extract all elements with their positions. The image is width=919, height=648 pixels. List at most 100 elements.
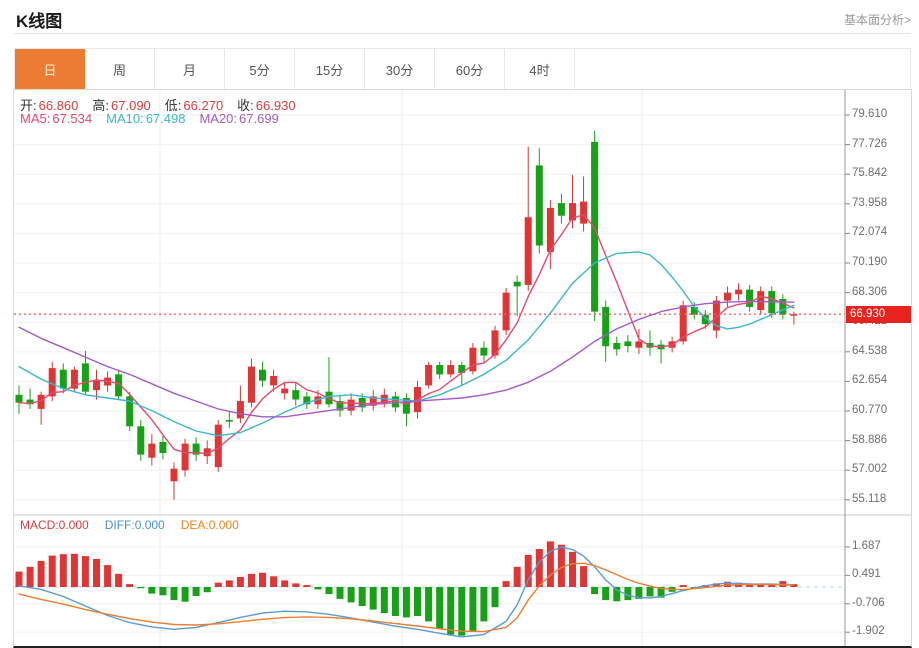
- candlestick: [236, 401, 244, 419]
- candlestick: [502, 292, 510, 331]
- legend-item: MACD:0.000: [20, 518, 89, 532]
- macd-bar: [602, 587, 610, 601]
- candlestick: [724, 292, 731, 301]
- candlestick: [303, 396, 311, 405]
- candlestick: [491, 330, 499, 356]
- macd-bar: [679, 585, 687, 587]
- macd-bar: [557, 544, 565, 587]
- interval-tabbar: 日周月 5分 15分 30分 60分 4时: [14, 48, 911, 90]
- macd-bar: [425, 587, 433, 622]
- y-axis-label: 55.118: [852, 492, 887, 505]
- candlestick: [336, 401, 344, 411]
- candlestick: [81, 363, 89, 392]
- macd-bar: [624, 587, 632, 601]
- candlestick: [624, 341, 632, 347]
- macd-bar: [126, 584, 134, 587]
- macd-bar: [159, 587, 167, 596]
- macd-bar: [458, 587, 466, 636]
- candlestick: [746, 289, 754, 307]
- macd-bar: [712, 583, 720, 587]
- dea-line: [18, 562, 795, 633]
- macd-bar: [26, 566, 34, 587]
- y-axis-label: 68.306: [852, 285, 888, 298]
- candlestick: [192, 443, 200, 455]
- candlestick: [159, 442, 167, 453]
- macd-bar: [115, 573, 123, 587]
- interval-tab[interactable]: 15分: [295, 49, 365, 90]
- candlestick: [591, 141, 599, 312]
- diff-line: [18, 546, 795, 638]
- fundamental-analysis-link[interactable]: 基本面分析>: [843, 13, 911, 27]
- candlestick: [458, 365, 466, 373]
- interval-tab[interactable]: 30分: [365, 49, 435, 90]
- candlestick: [790, 314, 798, 316]
- interval-tab[interactable]: 5分: [225, 49, 295, 90]
- candlestick: [70, 369, 78, 389]
- legend-item: 低: 66.270: [164, 98, 224, 113]
- macd-bar: [380, 587, 388, 614]
- macd-bar: [447, 587, 455, 635]
- candlestick: [203, 448, 211, 457]
- candlestick: [535, 165, 543, 246]
- macd-bar: [580, 566, 588, 587]
- macd-bar: [170, 587, 178, 601]
- interval-tab[interactable]: 4时: [505, 49, 575, 90]
- macd-bar: [15, 571, 23, 587]
- macd-bar: [635, 587, 643, 599]
- chart-canvas[interactable]: [14, 90, 911, 646]
- candlestick: [369, 396, 377, 406]
- candlestick: [391, 396, 399, 408]
- macd-bar: [613, 587, 621, 602]
- macd-bar: [81, 556, 89, 587]
- macd-bar: [768, 584, 776, 587]
- candlestick: [26, 399, 34, 405]
- macd-bar: [281, 580, 289, 587]
- candlestick: [712, 300, 720, 331]
- legend-item: 开: 66.860: [20, 98, 79, 113]
- y-axis-label: -1.902: [852, 625, 885, 638]
- candlestick: [37, 394, 45, 409]
- candlestick: [181, 443, 189, 471]
- candlestick: [602, 306, 610, 347]
- y-axis-label: 72.074: [852, 226, 888, 239]
- interval-tab[interactable]: 日: [15, 49, 85, 90]
- legend-item: 高: 67.090: [92, 98, 151, 113]
- candlestick: [546, 207, 554, 252]
- macd-bar: [436, 587, 444, 629]
- candlestick: [613, 343, 621, 350]
- macd-bar: [591, 587, 599, 595]
- macd-bar: [502, 581, 510, 587]
- macd-bar: [746, 583, 754, 587]
- macd-bar: [37, 560, 45, 587]
- macd-bar: [225, 580, 233, 587]
- ma10-line: [18, 251, 795, 437]
- candlestick: [270, 376, 278, 386]
- macd-bar: [336, 587, 344, 599]
- candlestick: [93, 380, 100, 391]
- y-axis-label: -0.706: [852, 596, 885, 609]
- interval-tab[interactable]: 周: [85, 49, 155, 90]
- candlestick: [679, 305, 687, 342]
- y-axis-label: 1.687: [852, 539, 881, 552]
- macd-bar: [236, 577, 244, 587]
- ma20-line: [18, 300, 795, 418]
- macd-bar: [303, 585, 311, 587]
- candlestick: [137, 426, 145, 455]
- macd-bar: [192, 587, 200, 596]
- legend-item: 收: 66.930: [237, 98, 296, 113]
- candlestick: [225, 420, 233, 422]
- y-axis-label: 57.002: [852, 463, 888, 476]
- macd-bar: [657, 587, 665, 598]
- macd-bar: [546, 541, 554, 587]
- candlestick: [779, 299, 787, 315]
- macd-bar: [259, 572, 266, 588]
- macd-bar: [181, 587, 189, 602]
- macd-bar: [48, 555, 56, 587]
- interval-tab[interactable]: 60分: [435, 49, 505, 90]
- candlestick: [524, 217, 532, 285]
- macd-bar: [414, 587, 421, 616]
- interval-tab[interactable]: 月: [155, 49, 225, 90]
- candlestick: [214, 424, 222, 468]
- macd-bar: [480, 587, 488, 622]
